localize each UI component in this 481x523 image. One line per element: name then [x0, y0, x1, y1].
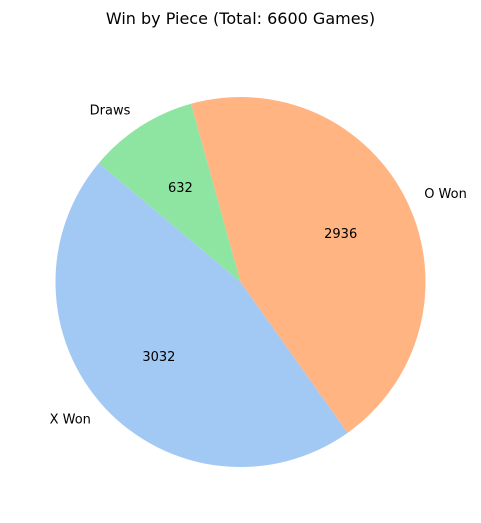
- value-label-o-won: 2936: [324, 227, 357, 242]
- slices-group: [55, 97, 426, 468]
- slice-label-o-won: O Won: [424, 187, 467, 202]
- labels-group: X Won 3032 O Won 2936 Draws 632: [50, 103, 467, 427]
- slice-label-x-won: X Won: [50, 413, 91, 428]
- value-label-draws: 632: [168, 181, 193, 196]
- pie-slice-x-won: [55, 163, 348, 468]
- pie-slice-o-won: [190, 97, 426, 433]
- slice-label-draws: Draws: [90, 103, 131, 118]
- pie-slice-draws: [98, 103, 241, 282]
- value-label-x-won: 3032: [142, 350, 175, 365]
- chart-title: Win by Piece (Total: 6600 Games): [106, 9, 375, 28]
